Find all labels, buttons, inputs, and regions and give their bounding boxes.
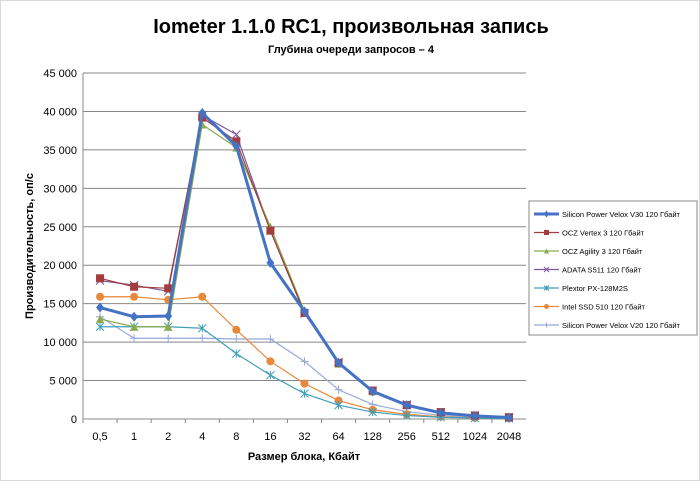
y-tick-label: 35 000 — [43, 145, 77, 157]
series-line — [99, 116, 509, 418]
data-point — [334, 400, 343, 410]
y-tick-label: 5 000 — [49, 376, 77, 388]
data-point — [300, 379, 309, 388]
data-point — [130, 334, 139, 343]
data-point — [164, 284, 173, 293]
data-point — [470, 410, 479, 421]
data-point — [96, 315, 105, 324]
data-point — [130, 292, 139, 301]
data-point — [130, 311, 139, 322]
legend-label: Silicon Power Velox V20 120 Гбайт — [562, 321, 681, 330]
x-tick-label: 64 — [332, 431, 344, 443]
data-point — [197, 323, 207, 333]
data-point — [198, 292, 207, 301]
legend-label: OCZ Vertex 3 120 Гбайт — [562, 229, 645, 238]
x-tick-label: 128 — [363, 431, 381, 443]
data-point — [232, 325, 241, 334]
data-point — [198, 334, 207, 343]
data-point — [334, 357, 343, 368]
data-point — [266, 357, 275, 366]
chart-title: Iometer 1.1.0 RC1, произвольная запись — [153, 16, 549, 38]
data-point — [300, 357, 309, 366]
data-point — [368, 407, 378, 417]
series-line — [100, 326, 509, 420]
data-point — [95, 322, 105, 332]
data-point — [232, 141, 241, 152]
y-tick-label: 20 000 — [43, 260, 77, 272]
x-tick-label: 16 — [264, 431, 276, 443]
x-tick-label: 512 — [432, 431, 450, 443]
data-point — [504, 412, 513, 423]
y-tick-label: 45 000 — [43, 68, 77, 80]
data-point — [130, 322, 139, 331]
x-axis-label: Размер блока, Кбайт — [248, 451, 361, 463]
x-tick-label: 2048 — [497, 431, 521, 443]
data-point — [402, 411, 412, 420]
data-point — [266, 370, 275, 380]
data-point — [232, 335, 241, 344]
data-point — [164, 310, 173, 321]
data-point — [402, 400, 411, 411]
data-point — [231, 130, 241, 139]
legend-label: Plextor PX-128M2S — [562, 284, 628, 293]
data-point — [300, 306, 309, 317]
legend — [528, 200, 698, 336]
y-tick-label: 10 000 — [43, 337, 77, 349]
y-tick-label: 0 — [71, 414, 77, 426]
data-point — [266, 226, 275, 235]
data-point — [231, 349, 241, 358]
data-point — [266, 335, 275, 344]
legend-label: Silicon Power Velox V30 120 Гбайт — [562, 210, 681, 219]
data-point — [96, 274, 105, 283]
series-line — [99, 123, 509, 418]
x-tick-label: 256 — [398, 431, 416, 443]
x-tick-label: 1024 — [463, 431, 487, 443]
data-point — [543, 266, 550, 273]
data-point — [544, 210, 549, 218]
data-point — [96, 292, 105, 301]
series-line — [99, 316, 509, 419]
y-axis-label: Производительность, оп/с — [24, 173, 36, 319]
x-tick-label: 4 — [199, 431, 205, 443]
data-point — [334, 385, 343, 394]
x-tick-label: 0,5 — [92, 431, 107, 443]
y-tick-label: 15 000 — [43, 299, 77, 311]
data-point — [164, 322, 173, 331]
chart-subtitle: Глубина очереди запросов – 4 — [268, 44, 435, 56]
data-point — [198, 107, 207, 118]
data-point — [544, 230, 549, 235]
legend-label: ADATA S511 120 Гбайт — [562, 266, 642, 275]
data-point — [544, 304, 549, 309]
y-tick-label: 25 000 — [43, 222, 77, 234]
data-point — [164, 334, 173, 343]
legend-label: Intel SSD 510 120 Гбайт — [562, 303, 646, 312]
data-point — [543, 285, 550, 291]
series-line — [99, 114, 509, 418]
legend-label: OCZ Agility 3 120 Гбайт — [562, 247, 643, 256]
data-point — [544, 322, 549, 328]
data-point — [368, 386, 377, 397]
x-tick-label: 32 — [298, 431, 310, 443]
data-point — [436, 407, 445, 418]
data-point — [266, 257, 275, 268]
x-tick-label: 2 — [165, 431, 171, 443]
x-tick-label: 1 — [131, 431, 137, 443]
y-tick-label: 40 000 — [43, 106, 77, 118]
data-point — [544, 248, 549, 254]
y-tick-label: 30 000 — [43, 183, 77, 195]
x-tick-label: 8 — [233, 431, 239, 443]
data-point — [130, 282, 139, 291]
data-point — [96, 302, 105, 313]
data-point — [300, 389, 309, 398]
